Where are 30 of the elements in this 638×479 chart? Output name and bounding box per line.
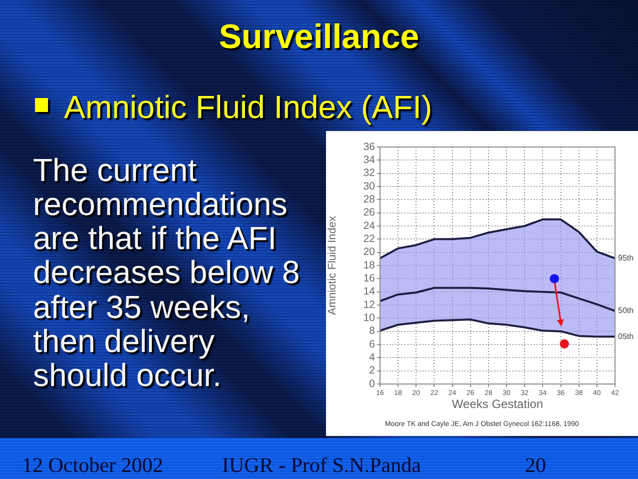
- y-tick-label: 6: [369, 338, 376, 350]
- y-tick-label: 22: [363, 233, 376, 246]
- x-axis-title: Weeks Gestation: [452, 397, 544, 412]
- y-tick-label: 26: [363, 206, 376, 219]
- series-label: 05th: [618, 332, 634, 341]
- text: The current recommendations are that if the AFI decreases below 8 after 35 weeks, then delivery should occur.: [33, 152, 301, 394]
- text: 12 October 2002: [22, 453, 164, 477]
- y-tick-label: 14: [363, 286, 376, 298]
- y-tick-label: 32: [363, 167, 376, 180]
- y-tick-label: 24: [363, 220, 376, 232]
- y-tick-label: 4: [369, 352, 376, 364]
- y-tick-label: 34: [363, 154, 376, 166]
- y-tick-label: 30: [363, 180, 376, 192]
- y-axis-title: Amniotic Fluid Index: [326, 215, 339, 316]
- chart-subtitle: Amniotic Fluid Index (AFI): [64, 89, 432, 125]
- y-tick-label: 20: [363, 246, 376, 258]
- y-tick-label: 16: [363, 272, 376, 285]
- y-tick-label: 10: [363, 312, 376, 324]
- y-tick-label: 12: [363, 298, 376, 311]
- text: IUGR - Prof S.N.Panda: [222, 453, 421, 477]
- y-tick-label: 2: [369, 364, 376, 377]
- series-label: 50th: [618, 306, 634, 316]
- series-label: 95th: [618, 253, 634, 262]
- y-tick-label: 28: [363, 194, 376, 206]
- y-tick-label: 36: [363, 140, 376, 153]
- y-tick-label: 8: [369, 325, 376, 338]
- text: 20: [525, 453, 546, 477]
- y-tick-label: 0: [369, 378, 376, 390]
- y-tick-label: 18: [363, 259, 376, 272]
- chart-title: Surveillance: [218, 18, 420, 56]
